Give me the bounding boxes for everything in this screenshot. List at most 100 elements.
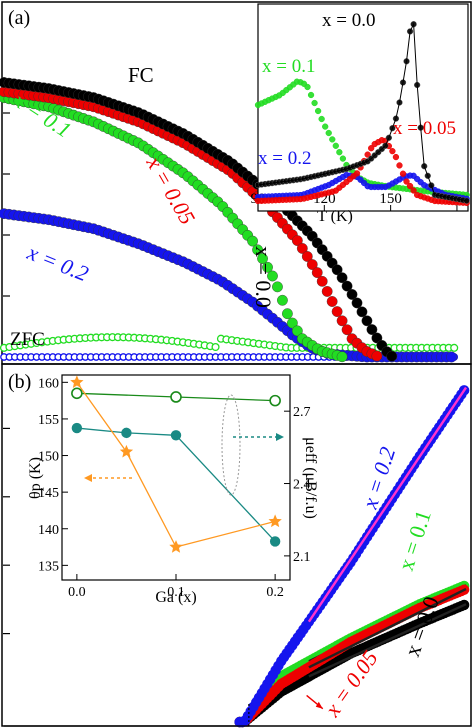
inset-point-x01 xyxy=(339,155,347,162)
fc-point-x005 xyxy=(316,275,328,287)
inset-b-arrowhead-teal xyxy=(276,433,284,441)
inset-b-xtick-label: 0.2 xyxy=(266,585,284,600)
panel-a-inset-plot: 90120150180 xyxy=(251,21,470,211)
panel-b-inset-plot: 0.0 0.1 0.2 135 140 145 150 155 160 2.1 2.4 2.7 xyxy=(38,375,311,600)
fc-point-x005 xyxy=(301,251,313,262)
inset-b-open-point xyxy=(170,391,182,403)
inset-point-x01 xyxy=(318,115,325,123)
fc-point-x0 xyxy=(351,297,363,309)
panel-b-label: (b) xyxy=(8,371,31,393)
series-label-x02-a: x = 0.2 xyxy=(23,239,92,286)
panel-a-plot xyxy=(0,77,459,363)
inset-b-ltick-label: 135 xyxy=(38,559,59,574)
fc-point-x005 xyxy=(291,235,303,246)
fc-point-x005 xyxy=(336,315,348,327)
inset-point-x005 xyxy=(406,182,414,190)
inset-point-x01 xyxy=(304,83,311,91)
fc-point-x0 xyxy=(371,332,383,344)
inset-b-theta-point xyxy=(268,514,282,528)
b-red-arrowhead xyxy=(315,701,323,709)
fc-point-x01 xyxy=(272,281,283,293)
inset-point-x01 xyxy=(329,136,336,143)
inset-b-arrowhead-orange xyxy=(84,474,92,482)
fc-label: FC xyxy=(128,63,154,87)
fc-point-x005 xyxy=(341,324,353,336)
fc-point-x005 xyxy=(331,306,343,317)
fc-point-x005 xyxy=(326,296,338,307)
inset-point-x005 xyxy=(353,170,361,177)
fc-point-x005 xyxy=(296,243,308,254)
inset-b-theta-point xyxy=(70,375,84,388)
inset-b-xtick-label: 0.0 xyxy=(68,585,86,600)
inset-b-theta-point xyxy=(169,540,183,553)
inset-point-x01 xyxy=(332,142,339,149)
inset-b-theta-point xyxy=(119,444,134,458)
inset-label-x01: x = 0.1 xyxy=(262,56,315,77)
fc-point-x005 xyxy=(371,350,383,362)
fc-series-x0 xyxy=(0,77,398,362)
fc-point-x0 xyxy=(356,306,368,318)
fc-point-x01 xyxy=(277,294,288,306)
series-label-x01-b: x = 0.1 xyxy=(393,507,436,574)
fc-point-x01 xyxy=(257,253,268,264)
inset-label-x0: x = 0.0 xyxy=(322,10,375,31)
inset-point-x005 xyxy=(364,151,371,158)
fc-point-x01 xyxy=(247,235,259,247)
inset-point-x005 xyxy=(396,162,403,169)
panel-a-inset-frame xyxy=(257,3,469,212)
inset-b-rtick-label: 2.1 xyxy=(293,550,311,565)
inset-point-x005 xyxy=(403,178,410,185)
inset-label-x02: x = 0.2 xyxy=(258,148,311,169)
inset-b-x-axis-label: Ga (x) xyxy=(155,589,196,606)
fc-point-x0 xyxy=(336,272,348,284)
inset-b-left-axis-label: θp (K) xyxy=(27,457,44,499)
fc-point-x01 xyxy=(282,308,293,320)
inset-point-x005 xyxy=(389,148,396,155)
inset-point-x005 xyxy=(392,153,400,161)
inset-b-mu-point xyxy=(121,427,132,439)
fc-point-x0 xyxy=(386,350,398,362)
fc-point-x0 xyxy=(366,324,378,335)
fc-point-x0 xyxy=(346,289,358,300)
inset-line-x0 xyxy=(257,22,467,202)
inset-b-ltick-label: 155 xyxy=(38,413,59,428)
fc-point-x0 xyxy=(341,280,353,292)
inset-x-axis-label: T (K) xyxy=(317,208,353,225)
panel-a-label: (a) xyxy=(8,7,30,29)
inset-b-ltick-label: 150 xyxy=(38,450,59,465)
inset-b-ltick-label: 140 xyxy=(38,523,59,538)
inset-b-mu-point xyxy=(170,430,182,441)
fc-point-x02 xyxy=(446,351,457,363)
inset-point-x01 xyxy=(325,129,332,137)
inset-label-x005: x = 0.05 xyxy=(393,118,456,139)
fc-point-x01 xyxy=(291,325,303,337)
b-series-x02 xyxy=(234,385,470,728)
b-fit-line-x02 xyxy=(307,386,467,623)
zfc-point-x01 xyxy=(450,343,459,352)
fc-point-x01 xyxy=(336,351,348,363)
inset-point-x01 xyxy=(322,123,329,130)
fc-point-x01 xyxy=(252,244,263,256)
inset-b-open-point xyxy=(71,387,83,400)
inset-b-line-theta xyxy=(76,381,276,548)
zfc-point-x01 xyxy=(211,342,220,352)
inset-b-rtick-label: 2.4 xyxy=(293,478,311,493)
fc-point-x0 xyxy=(361,315,373,327)
fc-point-x0 xyxy=(331,264,343,276)
inset-b-ellipse xyxy=(221,394,241,496)
series-label-x0-a: x = 0.0 xyxy=(251,246,276,308)
fc-point-x01 xyxy=(286,317,298,329)
fc-point-x01 xyxy=(267,270,278,282)
inset-b-open-point xyxy=(269,394,281,407)
inset-b-xtick-label: 0.1 xyxy=(167,585,185,600)
inset-point-x005 xyxy=(368,145,375,152)
inset-point-x01 xyxy=(336,149,343,156)
inset-a-xtick-label: 150 xyxy=(379,191,402,207)
inset-point-x005 xyxy=(410,187,417,194)
fc-point-x005 xyxy=(321,286,333,297)
inset-point-x01 xyxy=(314,107,322,115)
fc-point-x005 xyxy=(311,267,323,278)
inset-b-ltick-label: 145 xyxy=(38,486,59,501)
inset-point-x01 xyxy=(307,91,315,99)
